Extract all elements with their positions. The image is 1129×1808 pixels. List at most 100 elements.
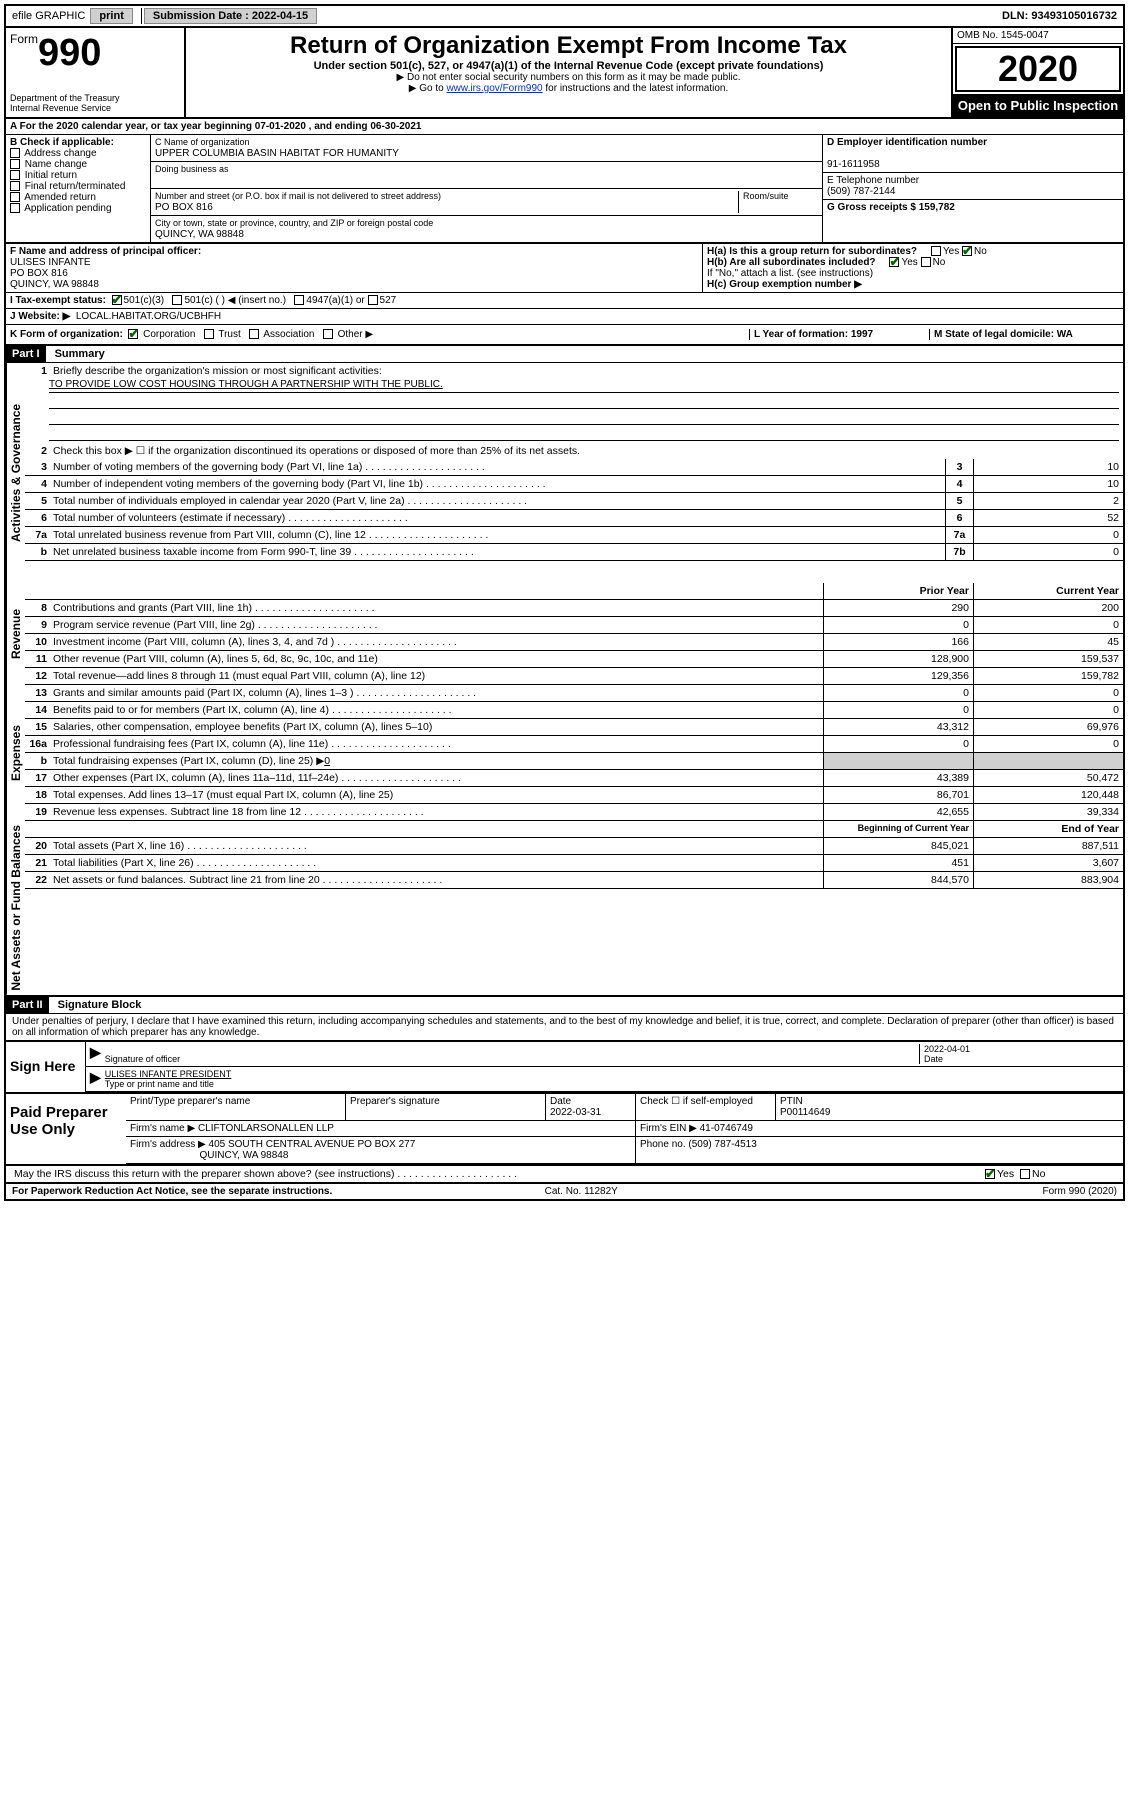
form-subtitle: Under section 501(c), 527, or 4947(a)(1)… <box>190 60 947 72</box>
row-i-tax-status: I Tax-exempt status: 501(c)(3) 501(c) ( … <box>6 293 1123 309</box>
l12-curr: 159,782 <box>973 668 1123 684</box>
room-label: Room/suite <box>743 191 789 201</box>
l14-curr: 0 <box>973 702 1123 718</box>
type-label: Type or print name and title <box>105 1079 214 1089</box>
beginning-year-hdr: Beginning of Current Year <box>823 821 973 837</box>
hb-note: If "No," attach a list. (see instruction… <box>707 268 1119 279</box>
print-button[interactable]: print <box>90 8 132 24</box>
b-label: B Check if applicable: <box>10 137 114 148</box>
prep-date-label: Date <box>550 1096 571 1107</box>
arrow-icon: ▶ <box>90 1044 101 1064</box>
chk-501c3[interactable] <box>112 295 122 305</box>
l15-curr: 69,976 <box>973 719 1123 735</box>
chk-501c[interactable] <box>172 295 182 305</box>
m-state-domicile: M State of legal domicile: WA <box>934 329 1073 340</box>
l21-label: Total liabilities (Part X, line 26) <box>49 855 823 871</box>
l18-prior: 86,701 <box>823 787 973 803</box>
part2-badge: Part II <box>6 997 49 1013</box>
city-label: City or town, state or province, country… <box>155 218 433 228</box>
ha-yes[interactable] <box>931 246 941 256</box>
l19-curr: 39,334 <box>973 804 1123 820</box>
l22-prior: 844,570 <box>823 872 973 888</box>
irs-label: Internal Revenue Service <box>10 103 180 113</box>
chk-other[interactable] <box>323 329 333 339</box>
chk-4947[interactable] <box>294 295 304 305</box>
l14-prior: 0 <box>823 702 973 718</box>
arrow-icon: ▶ <box>90 1069 101 1089</box>
l22-label: Net assets or fund balances. Subtract li… <box>49 872 823 888</box>
l4-val: 10 <box>973 476 1123 492</box>
sign-here-label: Sign Here <box>6 1042 86 1092</box>
chk-trust[interactable] <box>204 329 214 339</box>
ha-no[interactable] <box>962 246 972 256</box>
ptin-label: PTIN <box>780 1096 803 1107</box>
omb-number: OMB No. 1545-0047 <box>953 28 1123 44</box>
chk-527[interactable] <box>368 295 378 305</box>
l17-prior: 43,389 <box>823 770 973 786</box>
org-name: UPPER COLUMBIA BASIN HABITAT FOR HUMANIT… <box>155 148 399 159</box>
chk-final-return[interactable] <box>10 181 20 191</box>
self-employed-check: Check ☐ if self-employed <box>636 1094 776 1120</box>
form990-link[interactable]: www.irs.gov/Form990 <box>446 83 542 94</box>
firm-addr-label: Firm's address ▶ <box>130 1139 206 1150</box>
chk-assoc[interactable] <box>249 329 259 339</box>
firm-ein-label: Firm's EIN ▶ <box>640 1123 697 1134</box>
officer-printed-name: ULISES INFANTE PRESIDENT <box>105 1069 232 1079</box>
chk-amended[interactable] <box>10 192 20 202</box>
l16b-label: Total fundraising expenses (Part IX, col… <box>53 755 324 767</box>
note-goto-pre: ▶ Go to <box>409 83 447 94</box>
l16b-shade2 <box>973 753 1123 769</box>
l7a-val: 0 <box>973 527 1123 543</box>
dba-label: Doing business as <box>155 164 229 174</box>
note-ssn: ▶ Do not enter social security numbers o… <box>190 72 947 83</box>
cat-no: Cat. No. 11282Y <box>545 1186 618 1197</box>
firm-phone-label: Phone no. <box>640 1139 686 1150</box>
hb-yes[interactable] <box>889 257 899 267</box>
g-gross-receipts: G Gross receipts $ 159,782 <box>827 202 955 213</box>
penalty-text: Under penalties of perjury, I declare th… <box>6 1014 1123 1040</box>
l11-label: Other revenue (Part VIII, column (A), li… <box>49 651 823 667</box>
l11-curr: 159,537 <box>973 651 1123 667</box>
firm-name-label: Firm's name ▶ <box>130 1123 195 1134</box>
l8-curr: 200 <box>973 600 1123 616</box>
signature-section: Sign Here ▶ Signature of officer 2022-04-0… <box>6 1040 1123 1092</box>
l22-curr: 883,904 <box>973 872 1123 888</box>
d-ein-label: D Employer identification number <box>827 137 987 148</box>
l14-label: Benefits paid to or for members (Part IX… <box>49 702 823 718</box>
chk-corp[interactable] <box>128 329 138 339</box>
part2-title: Signature Block <box>52 997 148 1013</box>
submission-date: Submission Date : 2022-04-15 <box>144 8 317 24</box>
chk-app-pending[interactable] <box>10 203 20 213</box>
paperwork-notice: For Paperwork Reduction Act Notice, see … <box>12 1186 332 1197</box>
sig-date-val: 2022-04-01 <box>924 1044 970 1054</box>
side-net-assets: Net Assets or Fund Balances <box>6 821 25 995</box>
open-public-badge: Open to Public Inspection <box>953 94 1123 117</box>
discuss-no[interactable] <box>1020 1169 1030 1179</box>
website-value: LOCAL.HABITAT.ORG/UCBHFH <box>76 311 221 322</box>
chk-address-change[interactable] <box>10 148 20 158</box>
l12-prior: 129,356 <box>823 668 973 684</box>
chk-name-change[interactable] <box>10 159 20 169</box>
ha-label: H(a) Is this a group return for subordin… <box>707 246 917 257</box>
discuss-label: May the IRS discuss this return with the… <box>6 1166 983 1182</box>
chk-initial-return[interactable] <box>10 170 20 180</box>
l17-curr: 50,472 <box>973 770 1123 786</box>
l5-val: 2 <box>973 493 1123 509</box>
hb-label: H(b) Are all subordinates included? <box>707 257 876 268</box>
discuss-yes[interactable] <box>985 1169 995 1179</box>
l7a-label: Total unrelated business revenue from Pa… <box>49 527 945 543</box>
row-f-h: F Name and address of principal officer:… <box>6 244 1123 293</box>
sig-officer-label: Signature of officer <box>105 1054 180 1064</box>
firm-name: CLIFTONLARSONALLEN LLP <box>198 1123 334 1134</box>
prep-name-label: Print/Type preparer's name <box>130 1096 250 1107</box>
paid-preparer-label: Paid Preparer Use Only <box>6 1094 126 1164</box>
l17-label: Other expenses (Part IX, column (A), lin… <box>49 770 823 786</box>
hb-no[interactable] <box>921 257 931 267</box>
firm-phone: (509) 787-4513 <box>688 1139 756 1150</box>
current-year-hdr: Current Year <box>973 583 1123 599</box>
officer-addr1: PO BOX 816 <box>10 268 68 279</box>
hc-label: H(c) Group exemption number ▶ <box>707 279 862 290</box>
l12-label: Total revenue—add lines 8 through 11 (mu… <box>49 668 823 684</box>
l20-curr: 887,511 <box>973 838 1123 854</box>
city-state-zip: QUINCY, WA 98848 <box>155 229 244 240</box>
